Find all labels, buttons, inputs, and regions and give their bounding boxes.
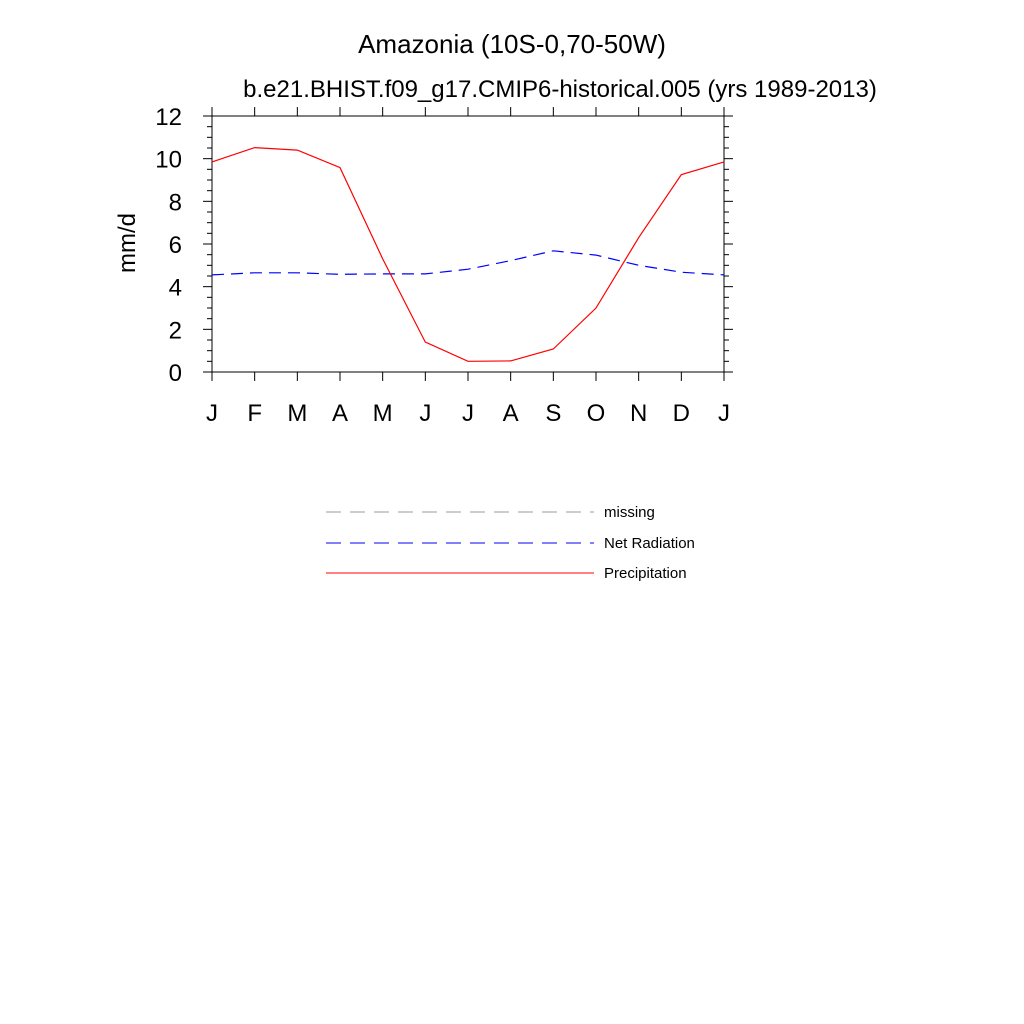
x-tick-label: O [587,400,606,427]
x-tick-label: J [419,400,431,427]
legend-label: Net Radiation [604,535,695,552]
y-tick-label: 0 [169,360,182,387]
y-axis-label: mm/d [114,213,141,273]
chart-title: Amazonia (10S-0,70-50W) [358,29,666,59]
y-tick-label: 6 [169,232,182,259]
y-tick-label: 2 [169,317,182,344]
x-tick-label: S [545,400,561,427]
y-tick-label: 10 [155,147,182,174]
legend: missing Net Radiation Precipitation [326,504,695,582]
series-line-net-radiation [211,250,725,276]
x-tick-label: M [287,400,307,427]
x-tick-label: J [462,400,474,427]
x-tick-label: N [630,400,647,427]
y-tick-label: 12 [155,104,182,131]
x-tick-label: F [247,400,262,427]
x-tick-label: A [332,400,348,427]
legend-label: Precipitation [604,565,687,582]
series-line-precipitation [211,146,725,362]
x-tick-label: M [373,400,393,427]
chart-subtitle: b.e21.BHIST.f09_g17.CMIP6-historical.005… [243,76,877,103]
y-tick-label: 4 [169,275,182,302]
x-tick-label: A [503,400,519,427]
x-tick-label: J [206,400,218,427]
x-tick-label: D [673,400,690,427]
x-tick-label: J [718,400,730,427]
legend-label: missing [604,504,655,521]
plot-frame [211,115,725,373]
y-tick-label: 8 [169,189,182,216]
